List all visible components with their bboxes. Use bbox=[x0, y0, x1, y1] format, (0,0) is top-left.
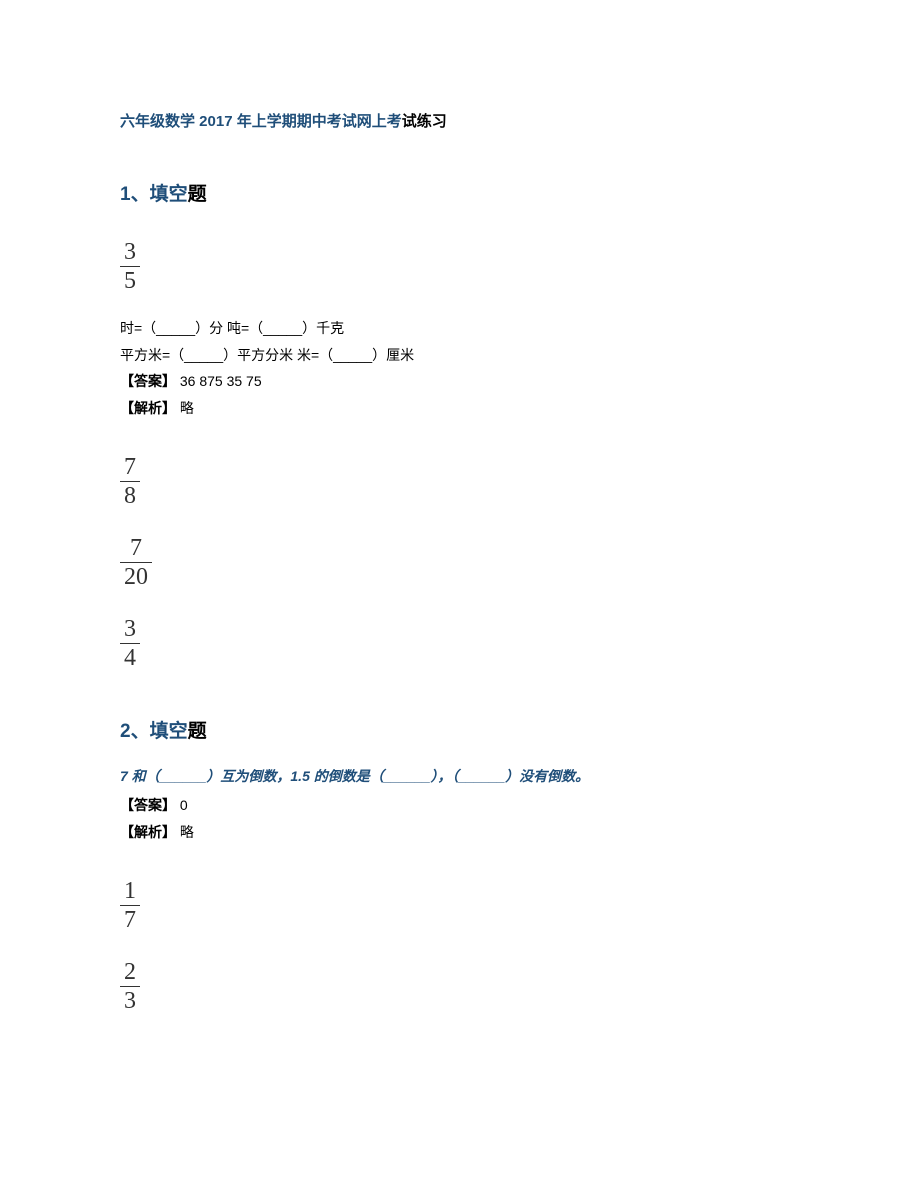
analysis-value: 略 bbox=[176, 824, 194, 840]
title-blue-part: 六年级数学 2017 年上学期期中考试网上考 bbox=[120, 113, 402, 130]
answer-value: 0 bbox=[176, 797, 188, 813]
q2-header-black: 题 bbox=[188, 721, 207, 742]
page-title: 六年级数学 2017 年上学期期中考试网上考试练习 bbox=[120, 110, 800, 131]
q2-header: 2、填空题 bbox=[120, 716, 800, 743]
frac-numerator: 3 bbox=[120, 617, 140, 644]
q1-header: 1、填空题 bbox=[120, 179, 800, 206]
q1-line1: 时=（_____）分 吨=（_____）千克 bbox=[120, 315, 800, 342]
question-1: 1、填空题 3 5 时=（_____）分 吨=（_____）千克 平方米=（__… bbox=[120, 179, 800, 684]
q1-header-num: 1、填空 bbox=[120, 184, 188, 205]
frac-numerator: 1 bbox=[120, 879, 140, 906]
q1-fraction-1: 3 5 bbox=[120, 226, 800, 307]
q1-analysis: 【解析】 略 bbox=[120, 395, 800, 422]
analysis-value: 略 bbox=[176, 400, 194, 416]
frac-denominator: 20 bbox=[120, 563, 152, 589]
frac-numerator: 7 bbox=[120, 455, 140, 482]
analysis-label: 【解析】 bbox=[120, 400, 176, 416]
frac-denominator: 8 bbox=[120, 482, 140, 508]
q2-stem: 7 和（______）互为倒数，1.5 的倒数是（______），（______… bbox=[120, 763, 800, 790]
q2-header-num: 2、填空 bbox=[120, 721, 188, 742]
frac-numerator: 3 bbox=[120, 240, 140, 267]
q2-answer: 【答案】 0 bbox=[120, 792, 800, 819]
analysis-label: 【解析】 bbox=[120, 824, 176, 840]
frac-denominator: 7 bbox=[120, 906, 140, 932]
frac-denominator: 5 bbox=[120, 267, 140, 293]
frac-numerator: 2 bbox=[120, 960, 140, 987]
frac-denominator: 3 bbox=[120, 987, 140, 1013]
q1-header-black: 题 bbox=[188, 184, 207, 205]
q1-fraction-2: 7 8 bbox=[120, 441, 800, 522]
q1-fraction-3: 7 20 bbox=[120, 522, 800, 603]
answer-label: 【答案】 bbox=[120, 373, 176, 389]
q2-fraction-1: 1 7 bbox=[120, 865, 800, 946]
q2-fraction-2: 2 3 bbox=[120, 946, 800, 1027]
question-2: 2、填空题 7 和（______）互为倒数，1.5 的倒数是（______），（… bbox=[120, 716, 800, 1027]
q1-fraction-4: 3 4 bbox=[120, 603, 800, 684]
q2-analysis: 【解析】 略 bbox=[120, 819, 800, 846]
frac-denominator: 4 bbox=[120, 644, 140, 670]
title-black-part: 试练习 bbox=[402, 113, 447, 130]
answer-value: 36 875 35 75 bbox=[176, 373, 262, 389]
q1-answer: 【答案】 36 875 35 75 bbox=[120, 368, 800, 395]
frac-numerator: 7 bbox=[120, 536, 152, 563]
q1-line2: 平方米=（_____）平方分米 米=（_____）厘米 bbox=[120, 342, 800, 369]
answer-label: 【答案】 bbox=[120, 797, 176, 813]
